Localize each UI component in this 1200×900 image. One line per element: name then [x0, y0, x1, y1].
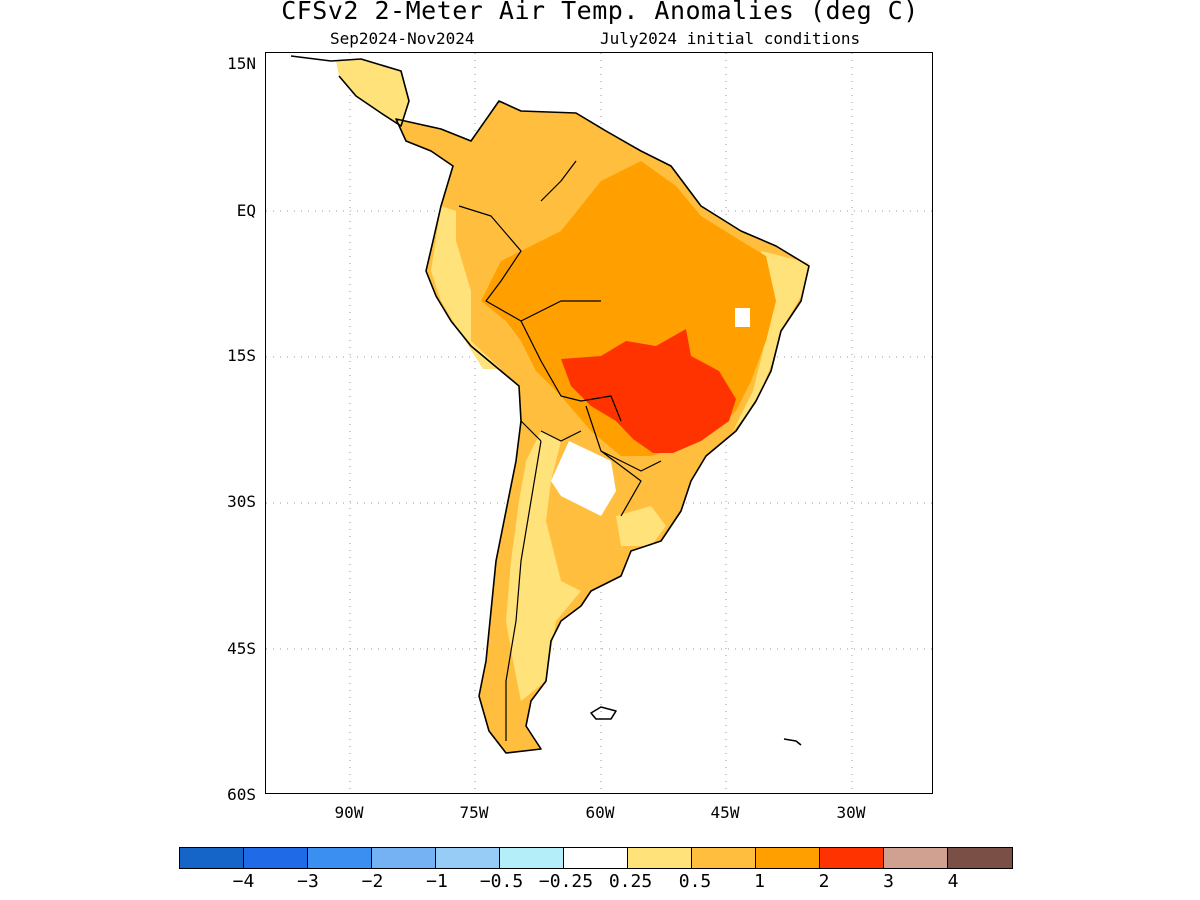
uruguay-light-band	[616, 506, 666, 546]
legend-tick-label: 0.5	[678, 871, 712, 892]
legend-color-box	[628, 848, 692, 868]
lon-label-30w: 30W	[836, 803, 866, 822]
legend-tick-label: 2	[818, 871, 830, 892]
legend-color-box	[884, 848, 948, 868]
legend-tick-label: −1	[426, 871, 448, 892]
legend-tick-label: −3	[297, 871, 319, 892]
lat-label-30s: 30S	[227, 492, 256, 511]
ne-brazil-neutral-patch	[735, 308, 750, 327]
legend-tick-label: 0.25	[608, 871, 653, 892]
lat-label-15s: 15S	[227, 346, 256, 365]
lat-label-eq: EQ	[236, 201, 256, 220]
legend-color-box	[372, 848, 436, 868]
lat-label-60s: 60S	[227, 785, 256, 804]
continent-coastline	[395, 100, 810, 754]
lat-label-45s: 45S	[227, 639, 256, 658]
central-brazil-hot-core	[561, 329, 736, 453]
andes-light-band	[506, 431, 581, 701]
legend-color-box	[244, 848, 308, 868]
northeast-brazil-light-band	[733, 251, 809, 431]
legend-tick-label: 1	[754, 871, 765, 892]
legend-tick-label: −4	[232, 871, 255, 892]
legend-color-box	[436, 848, 500, 868]
west-coast-light-band	[431, 206, 501, 369]
legend-color-box	[948, 848, 1012, 868]
legend-color-box	[692, 848, 756, 868]
coastlines	[290, 55, 810, 754]
south-georgia	[783, 738, 802, 746]
legend-tick-label: −2	[361, 871, 384, 892]
lon-label-75w: 75W	[459, 803, 489, 822]
lon-label-45w: 45W	[710, 803, 740, 822]
legend-tick-label: 4	[947, 871, 959, 892]
lon-label-90w: 90W	[334, 803, 364, 822]
central-america-coastline	[290, 55, 410, 127]
color-legend	[179, 847, 1013, 869]
legend-color-box	[308, 848, 372, 868]
legend-tick-label: 3	[883, 871, 894, 892]
lon-label-60w: 60W	[585, 803, 615, 822]
legend-color-box	[820, 848, 884, 868]
falkland-islands	[590, 706, 617, 720]
legend-color-box	[564, 848, 628, 868]
legend-tick-label: −0.25	[538, 871, 594, 892]
central-america-light-band	[336, 59, 409, 126]
lat-label-15n: 15N	[227, 54, 256, 73]
legend-color-box	[756, 848, 820, 868]
argentina-neutral-patch	[551, 441, 616, 516]
legend-tick-label: −0.5	[479, 871, 524, 892]
anomaly-map	[266, 53, 932, 793]
legend-color-box	[180, 848, 244, 868]
legend-color-box	[500, 848, 564, 868]
forecast-period: Sep2024-Nov2024	[330, 29, 475, 48]
country-borders	[458, 160, 662, 741]
map-panel	[265, 52, 933, 794]
map-title: CFSv2 2-Meter Air Temp. Anomalies (deg C…	[281, 0, 919, 25]
initial-conditions: July2024 initial conditions	[600, 29, 861, 48]
